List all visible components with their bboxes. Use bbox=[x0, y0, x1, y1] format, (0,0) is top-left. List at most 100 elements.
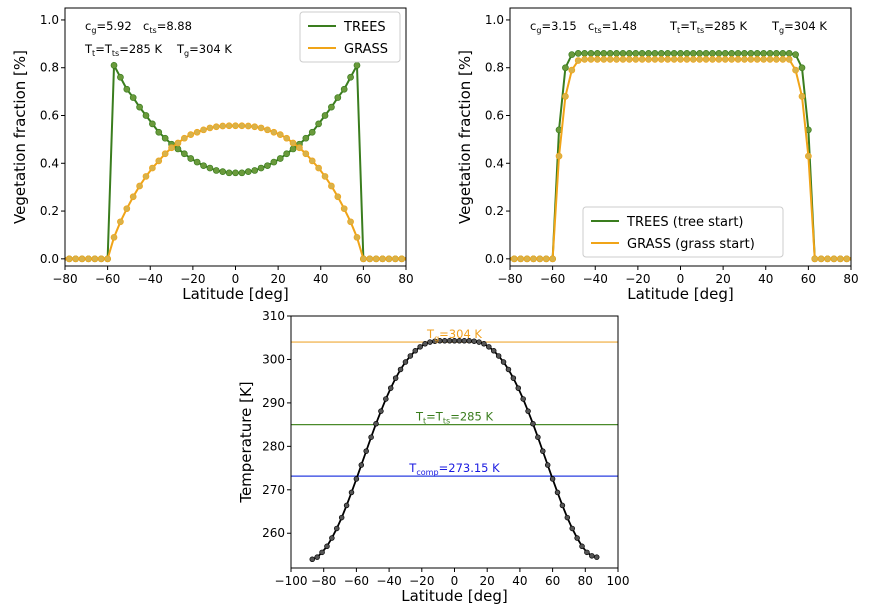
data-point bbox=[530, 421, 536, 427]
data-point bbox=[136, 103, 143, 111]
data-point bbox=[540, 448, 546, 454]
data-point bbox=[117, 73, 124, 81]
data-point bbox=[857, 256, 863, 262]
y-tick-label: 310 bbox=[262, 309, 285, 323]
data-point bbox=[363, 448, 369, 454]
data-point bbox=[753, 50, 761, 57]
data-point bbox=[283, 150, 290, 158]
data-point bbox=[353, 61, 361, 69]
data-point bbox=[289, 139, 297, 147]
data-point bbox=[155, 157, 163, 165]
data-point bbox=[244, 168, 252, 175]
data-point bbox=[613, 50, 620, 57]
data-point bbox=[200, 162, 207, 170]
data-point bbox=[334, 94, 342, 101]
data-point bbox=[161, 150, 169, 158]
data-point bbox=[343, 502, 350, 509]
data-point bbox=[181, 150, 188, 158]
data-point bbox=[760, 56, 767, 63]
data-point bbox=[574, 535, 580, 541]
data-point bbox=[715, 56, 723, 63]
data-point bbox=[638, 50, 646, 57]
data-point bbox=[645, 56, 652, 63]
data-point bbox=[348, 489, 355, 496]
data-point bbox=[257, 124, 265, 132]
data-point bbox=[542, 255, 550, 263]
data-point bbox=[149, 120, 156, 128]
chart-bottom: −100 −80 −60 −40 −20 0 20 40 60 80 100 260 270 280 290… bbox=[237, 309, 629, 605]
data-point bbox=[505, 366, 512, 373]
data-point bbox=[741, 56, 748, 63]
data-point bbox=[536, 255, 544, 263]
data-point bbox=[193, 128, 201, 136]
data-point bbox=[110, 61, 118, 69]
x-tick-label: 40 bbox=[313, 272, 328, 286]
y-tick-label: 0.0 bbox=[485, 252, 504, 266]
data-point bbox=[606, 50, 614, 57]
data-point bbox=[136, 182, 143, 190]
data-point bbox=[193, 158, 201, 166]
hline-label-2: Tcomp=273.15 K bbox=[408, 461, 500, 477]
x-tick-label: 0 bbox=[451, 574, 459, 588]
data-point bbox=[85, 255, 92, 263]
data-point bbox=[308, 128, 316, 136]
data-point bbox=[142, 173, 150, 180]
data-point bbox=[581, 56, 588, 63]
x-tick-label: 20 bbox=[715, 272, 730, 286]
data-point bbox=[625, 50, 633, 57]
data-point bbox=[515, 385, 522, 391]
data-point bbox=[606, 56, 614, 63]
y-axis-label: Vegetation fraction [%] bbox=[11, 50, 29, 224]
data-point bbox=[329, 535, 335, 541]
y-tick-label: 0.4 bbox=[485, 156, 504, 170]
legend-label: GRASS bbox=[344, 42, 388, 57]
y-tick-label: 0.6 bbox=[40, 109, 59, 123]
data-point bbox=[677, 50, 684, 57]
data-point bbox=[244, 122, 252, 130]
data-point bbox=[251, 167, 259, 174]
data-point bbox=[594, 50, 601, 57]
x-tick-label: −20 bbox=[625, 272, 650, 286]
data-point bbox=[495, 353, 502, 359]
data-point bbox=[562, 64, 569, 72]
x-tick-label: 60 bbox=[545, 574, 560, 588]
param-tt: Tt=Tts=285 K bbox=[669, 19, 747, 35]
data-point bbox=[129, 193, 137, 201]
data-point bbox=[632, 56, 640, 63]
data-point bbox=[328, 103, 335, 111]
data-point bbox=[785, 50, 793, 57]
data-point bbox=[174, 145, 182, 153]
data-point bbox=[709, 56, 716, 63]
x-tick-label: 20 bbox=[480, 574, 495, 588]
y-tick-label: 1.0 bbox=[485, 13, 504, 27]
x-tick-label: −80 bbox=[311, 574, 336, 588]
y-tick-label: 0.4 bbox=[40, 156, 59, 170]
y-tick-label: 0.6 bbox=[485, 109, 504, 123]
data-point bbox=[257, 164, 265, 172]
data-point bbox=[651, 50, 659, 57]
data-point bbox=[779, 50, 787, 57]
data-point bbox=[309, 556, 316, 563]
data-point bbox=[238, 169, 246, 177]
data-point bbox=[270, 158, 278, 166]
x-tick-label: 80 bbox=[843, 272, 858, 286]
y-tick-label: 0.8 bbox=[485, 61, 504, 75]
data-point bbox=[212, 123, 220, 131]
data-point bbox=[734, 50, 742, 57]
data-point bbox=[664, 56, 672, 63]
data-point bbox=[721, 50, 729, 57]
data-point bbox=[206, 124, 214, 132]
data-point bbox=[418, 256, 424, 262]
legend-left: TREES GRASS bbox=[299, 11, 401, 63]
data-point bbox=[353, 233, 361, 241]
data-point bbox=[358, 462, 365, 468]
data-point bbox=[168, 144, 175, 152]
x-tick-label: 60 bbox=[801, 272, 816, 286]
legend-label: GRASS (grass start) bbox=[627, 237, 755, 252]
x-tick-label: −60 bbox=[540, 272, 565, 286]
data-point bbox=[334, 525, 340, 532]
data-point bbox=[206, 164, 214, 172]
data-point bbox=[476, 339, 482, 345]
data-point bbox=[709, 50, 716, 57]
y-axis-label: Temperature [K] bbox=[237, 381, 255, 503]
